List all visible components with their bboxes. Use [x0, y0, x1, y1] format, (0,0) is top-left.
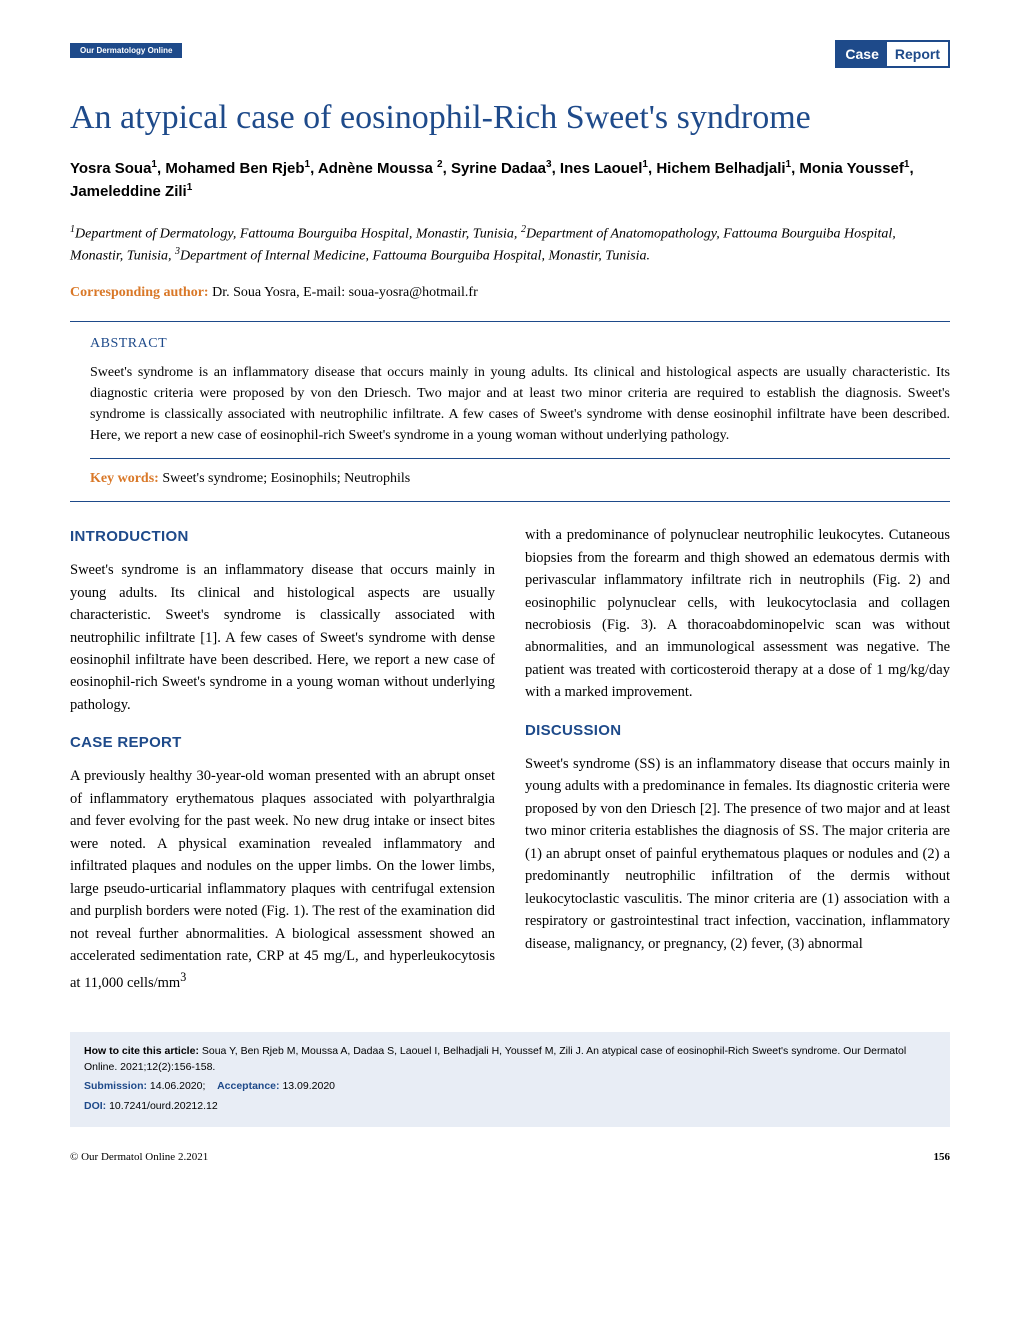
doi-text: 10.7241/ourd.20212.12 [106, 1100, 218, 1112]
corresponding-text: Dr. Soua Yosra, E-mail: soua-yosra@hotma… [209, 285, 478, 300]
page-footer: © Our Dermatol Online 2.2021 156 [70, 1151, 950, 1163]
case-report-continued: with a predominance of polynuclear neutr… [525, 524, 950, 704]
discussion-heading: DISCUSSION [525, 722, 950, 739]
citation-box: How to cite this article: Soua Y, Ben Rj… [70, 1032, 950, 1127]
abstract-heading: ABSTRACT [90, 336, 950, 352]
case-report-heading: CASE REPORT [70, 734, 495, 751]
introduction-text: Sweet's syndrome is an inflammatory dise… [70, 559, 495, 716]
abstract-rule [90, 458, 950, 459]
badge-case: Case [837, 42, 886, 66]
article-title: An atypical case of eosinophil-Rich Swee… [70, 98, 950, 139]
article-type-badge: Case Report [835, 40, 950, 68]
badge-report: Report [887, 42, 948, 66]
acceptance-label: Acceptance: [217, 1080, 279, 1092]
submission-label: Submission: [84, 1080, 147, 1092]
corresponding-label: Corresponding author: [70, 285, 209, 300]
footer-copyright: © Our Dermatol Online 2.2021 [70, 1151, 208, 1163]
keywords: Key words: Sweet's syndrome; Eosinophils… [90, 471, 950, 487]
submission-line: Submission: 14.06.2020; Acceptance: 13.0… [84, 1079, 936, 1095]
journal-badge: Our Dermatology Online [70, 43, 182, 58]
submission-date: 14.06.2020; [147, 1080, 205, 1092]
case-report-text: A previously healthy 30-year-old woman p… [70, 765, 495, 994]
citation-text: Soua Y, Ben Rjeb M, Moussa A, Dadaa S, L… [84, 1045, 906, 1073]
citation-label: How to cite this article: [84, 1045, 199, 1057]
doi-line: DOI: 10.7241/ourd.20212.12 [84, 1099, 936, 1115]
discussion-text: Sweet's syndrome (SS) is an inflammatory… [525, 753, 950, 955]
doi-label: DOI: [84, 1100, 106, 1112]
corresponding-author: Corresponding author: Dr. Soua Yosra, E-… [70, 285, 950, 301]
keywords-text: Sweet's syndrome; Eosinophils; Neutrophi… [159, 471, 410, 486]
column-left: INTRODUCTION Sweet's syndrome is an infl… [70, 524, 495, 1012]
citation-line: How to cite this article: Soua Y, Ben Rj… [84, 1044, 936, 1076]
body-columns: INTRODUCTION Sweet's syndrome is an infl… [70, 524, 950, 1012]
acceptance-date: 13.09.2020 [280, 1080, 335, 1092]
affiliations: 1Department of Dermatology, Fattouma Bou… [70, 222, 950, 267]
authors-list: Yosra Soua1, Mohamed Ben Rjeb1, Adnène M… [70, 157, 950, 204]
abstract-text: Sweet's syndrome is an inflammatory dise… [90, 362, 950, 446]
abstract-box: ABSTRACT Sweet's syndrome is an inflamma… [70, 321, 950, 502]
keywords-label: Key words: [90, 471, 159, 486]
introduction-heading: INTRODUCTION [70, 528, 495, 545]
column-right: with a predominance of polynuclear neutr… [525, 524, 950, 1012]
footer-page-number: 156 [934, 1151, 951, 1163]
